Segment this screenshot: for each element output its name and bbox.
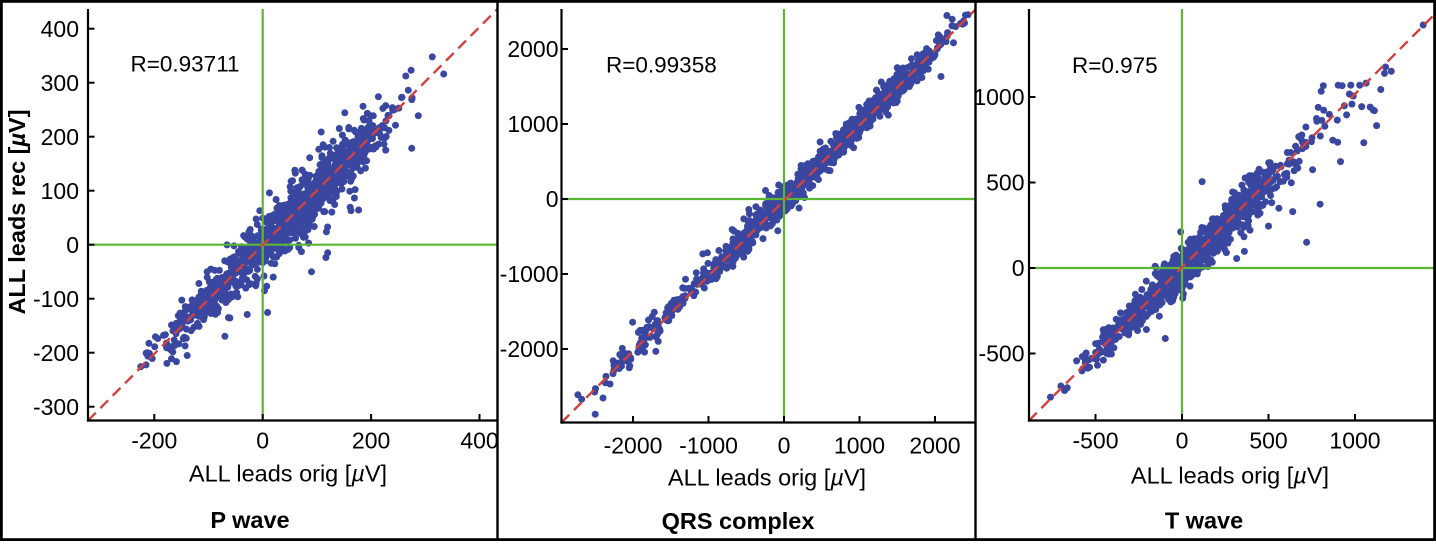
svg-text:-2000: -2000 bbox=[604, 433, 663, 459]
svg-text:2000: 2000 bbox=[909, 433, 960, 459]
svg-text:500: 500 bbox=[986, 170, 1024, 196]
svg-text:T wave: T wave bbox=[1165, 508, 1243, 534]
svg-text:-200: -200 bbox=[33, 340, 79, 366]
svg-text:R=0.975: R=0.975 bbox=[1072, 53, 1158, 78]
svg-text:-200: -200 bbox=[131, 428, 177, 454]
svg-text:2000: 2000 bbox=[507, 36, 558, 62]
svg-text:1000: 1000 bbox=[507, 111, 558, 137]
svg-text:0: 0 bbox=[1012, 255, 1025, 281]
svg-text:300: 300 bbox=[41, 70, 79, 96]
svg-text:1000: 1000 bbox=[973, 84, 1024, 110]
svg-text:-1000: -1000 bbox=[679, 433, 738, 459]
svg-text:ALL leads orig [µV]: ALL leads orig [µV] bbox=[1131, 463, 1329, 489]
svg-text:1000: 1000 bbox=[834, 433, 885, 459]
svg-text:500: 500 bbox=[1249, 428, 1287, 454]
svg-text:P wave: P wave bbox=[210, 507, 289, 533]
svg-text:0: 0 bbox=[1176, 428, 1189, 454]
svg-text:0: 0 bbox=[778, 433, 791, 459]
svg-text:1000: 1000 bbox=[1329, 428, 1380, 454]
svg-text:QRS complex: QRS complex bbox=[662, 508, 815, 534]
svg-text:200: 200 bbox=[352, 428, 390, 454]
svg-text:0: 0 bbox=[66, 232, 79, 258]
svg-text:-300: -300 bbox=[33, 394, 79, 420]
svg-text:ALL leads orig [µV]: ALL leads orig [µV] bbox=[189, 461, 387, 487]
svg-text:ALL leads rec [µV]: ALL leads rec [µV] bbox=[4, 109, 30, 314]
svg-text:0: 0 bbox=[256, 428, 269, 454]
svg-text:-2000: -2000 bbox=[500, 336, 559, 362]
svg-text:R=0.99358: R=0.99358 bbox=[606, 53, 717, 78]
svg-text:200: 200 bbox=[41, 124, 79, 150]
svg-text:0: 0 bbox=[546, 186, 559, 212]
svg-text:R=0.93711: R=0.93711 bbox=[131, 52, 240, 77]
svg-text:-1000: -1000 bbox=[500, 261, 559, 287]
svg-text:-500: -500 bbox=[978, 341, 1024, 367]
svg-text:100: 100 bbox=[41, 178, 79, 204]
svg-text:-500: -500 bbox=[1072, 428, 1118, 454]
svg-text:400: 400 bbox=[460, 428, 498, 454]
svg-text:ALL leads orig [µV]: ALL leads orig [µV] bbox=[668, 465, 866, 491]
svg-text:400: 400 bbox=[41, 16, 79, 42]
svg-text:-100: -100 bbox=[33, 286, 79, 312]
